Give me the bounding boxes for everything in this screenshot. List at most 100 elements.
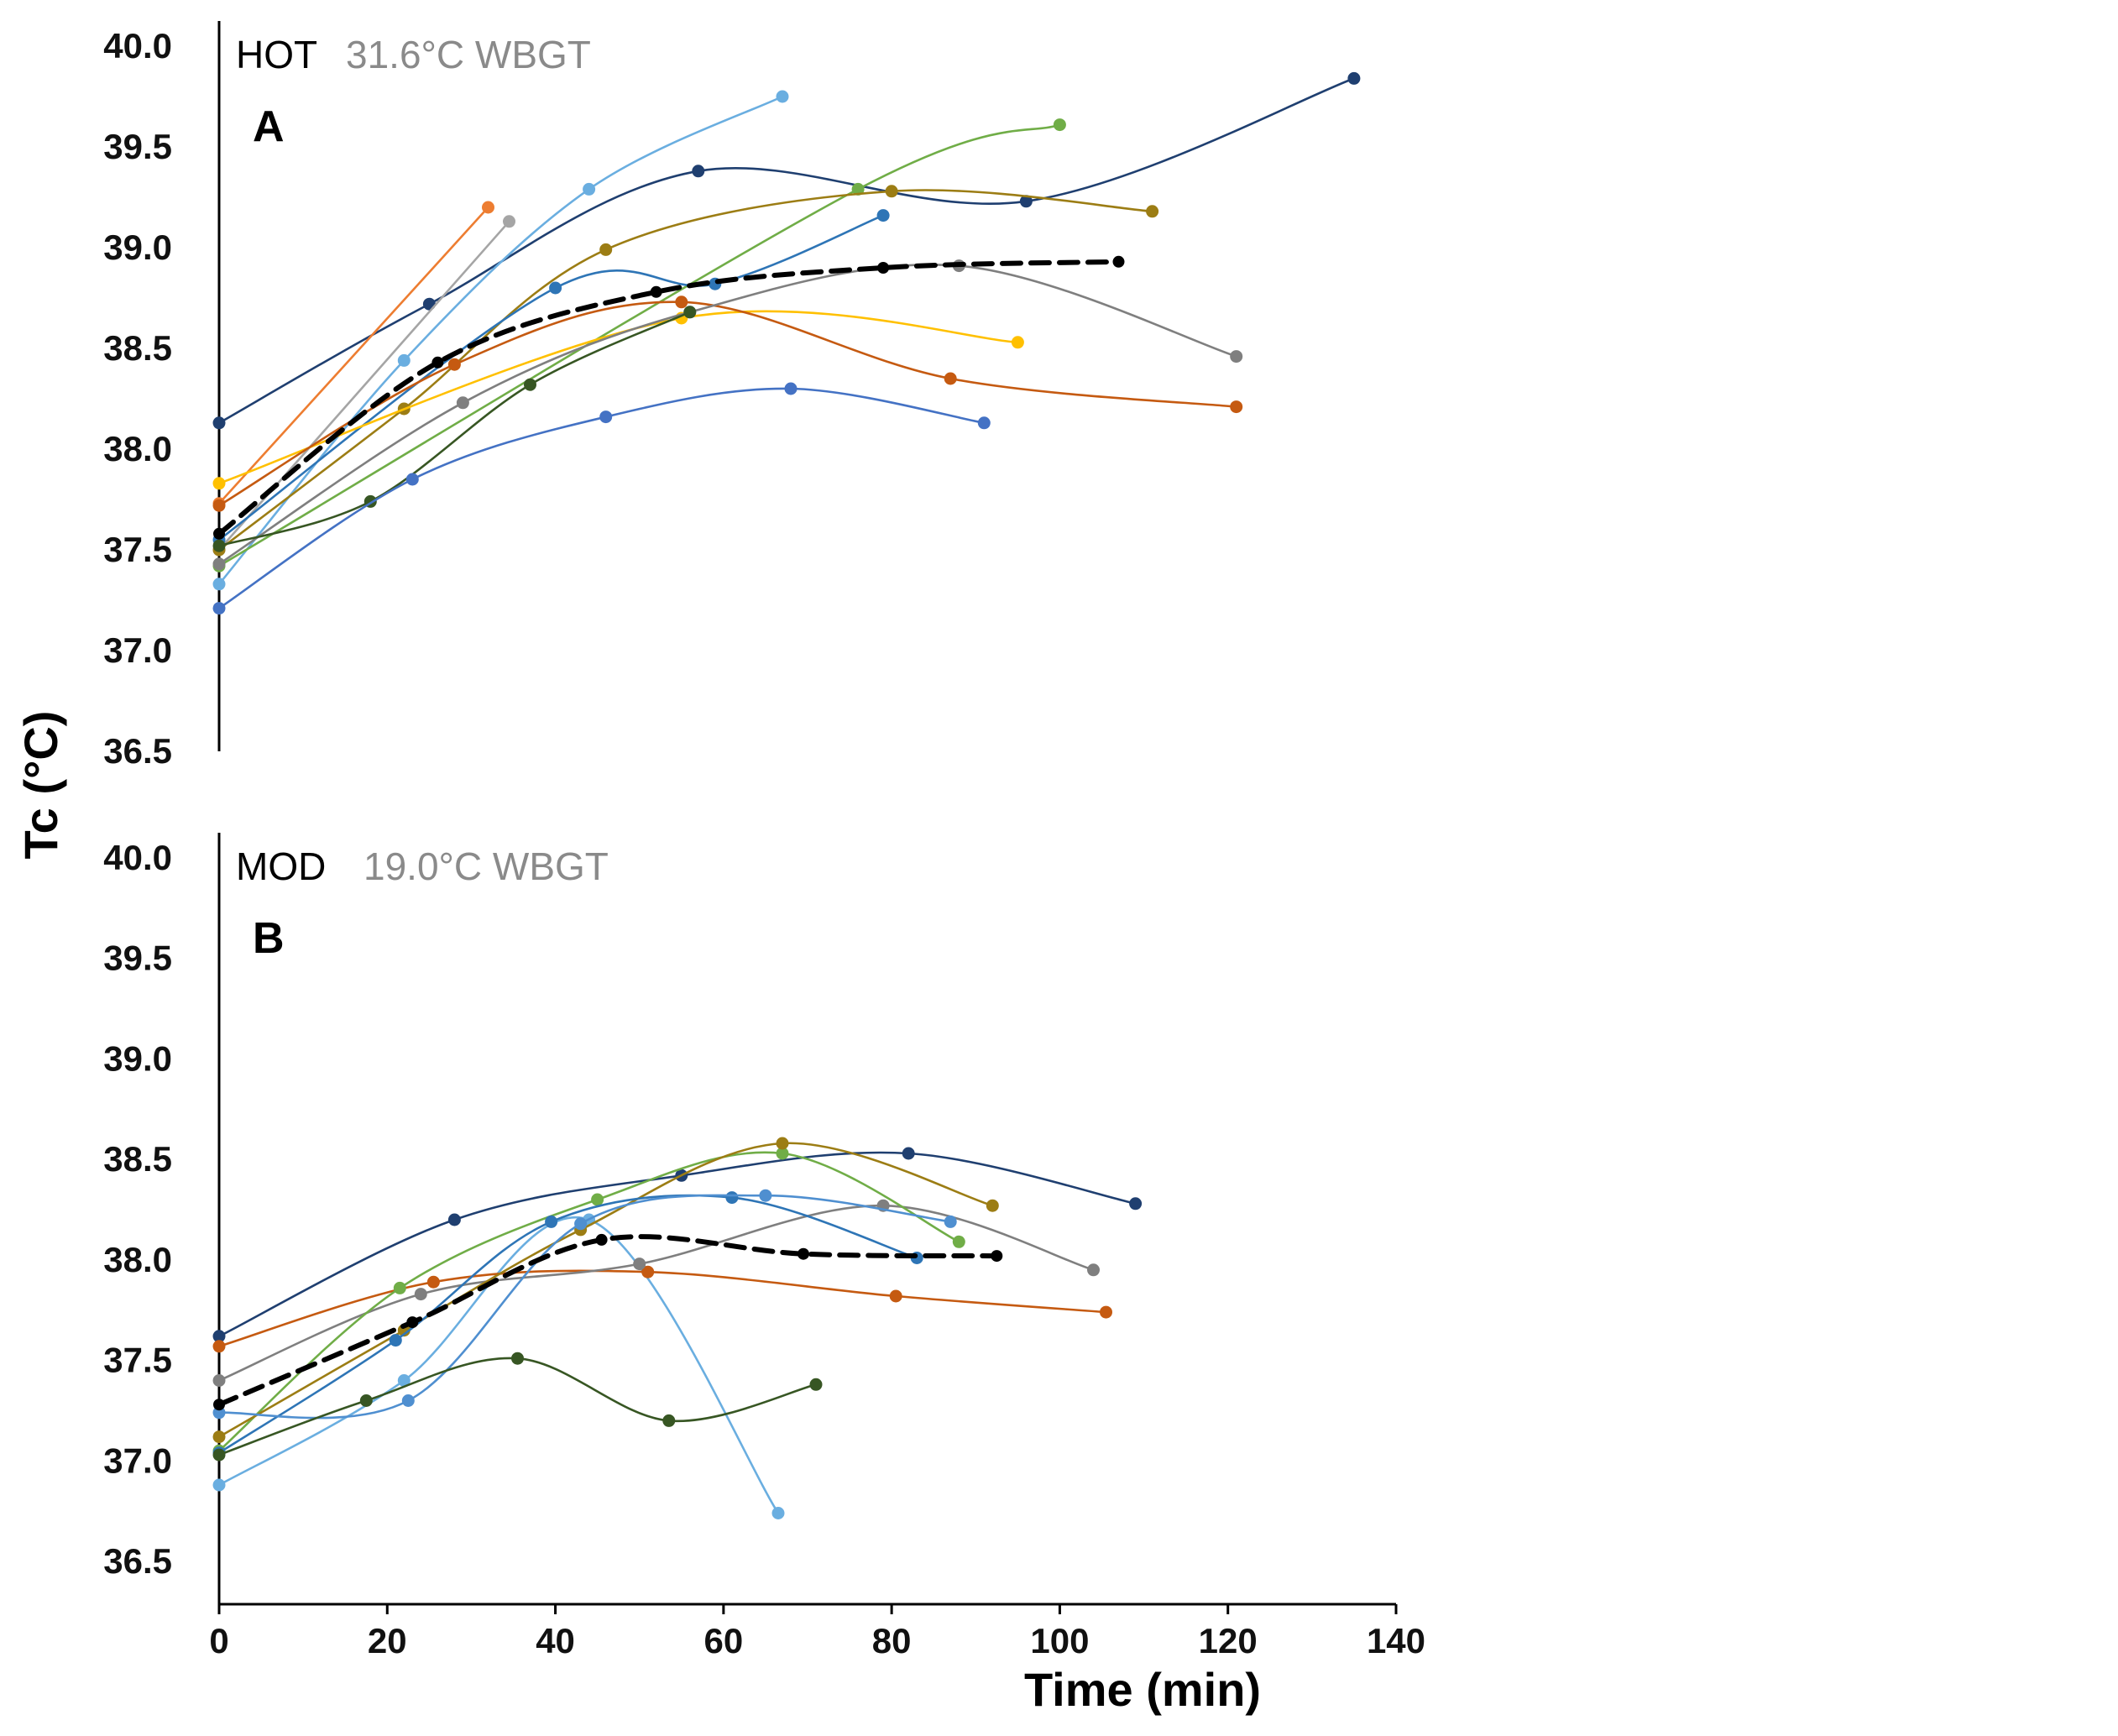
data-point	[776, 90, 789, 103]
data-point	[1019, 195, 1033, 208]
panel-label: A	[253, 102, 285, 151]
data-point	[641, 1265, 655, 1278]
data-point	[431, 356, 444, 369]
data-point	[212, 1430, 226, 1444]
condition-label: HOT	[236, 33, 317, 76]
data-point	[776, 1147, 789, 1160]
data-point	[1129, 1197, 1143, 1210]
series-participant-2	[212, 1213, 785, 1519]
series-line	[217, 1269, 1107, 1348]
y-tick-label: 37.5	[103, 1341, 172, 1380]
panel-label: B	[253, 914, 285, 963]
data-point	[212, 578, 226, 591]
data-point	[851, 182, 865, 196]
series-line	[217, 123, 1061, 567]
data-point	[662, 1414, 676, 1427]
y-tick-label: 37.5	[103, 530, 172, 569]
data-point	[876, 209, 890, 222]
data-point	[599, 243, 613, 256]
data-point	[212, 477, 226, 490]
data-point	[771, 1507, 785, 1519]
data-point	[599, 410, 613, 424]
x-tick-label: 40	[536, 1621, 575, 1660]
data-point	[683, 306, 697, 319]
panel-a: 36.5 37.0 37.5 38.0 38.5 39.0 39.5 40.0 HOT 31.6°…	[103, 21, 1361, 771]
series-line	[217, 1357, 818, 1456]
data-point	[212, 539, 226, 552]
x-tick-label: 100	[1030, 1621, 1089, 1660]
data-point	[595, 1233, 608, 1246]
series-mean	[213, 255, 1125, 540]
data-point	[212, 1340, 226, 1353]
condition-label: MOD	[236, 844, 326, 888]
x-tick-label: 140	[1367, 1621, 1425, 1660]
y-tick-label: 39.5	[103, 127, 172, 166]
series-participant-10	[212, 259, 1243, 571]
series-participant-1	[212, 71, 1361, 430]
data-point	[414, 1288, 427, 1301]
data-point	[675, 295, 688, 309]
data-point	[991, 1250, 1003, 1263]
data-point	[977, 416, 991, 430]
data-point	[574, 1217, 588, 1231]
data-point	[952, 1235, 965, 1248]
series-participant-12	[212, 382, 991, 615]
series-participant-8	[212, 1189, 957, 1420]
data-point	[212, 557, 226, 571]
series-line	[217, 1142, 994, 1438]
series-line	[217, 77, 1356, 425]
data-point	[986, 1199, 999, 1212]
series-line	[217, 1204, 1095, 1382]
data-point	[633, 1258, 646, 1271]
series-line	[217, 311, 692, 547]
data-point	[759, 1189, 772, 1202]
data-point	[212, 1478, 226, 1492]
series-participant-9	[212, 1352, 823, 1461]
data-point	[798, 1247, 809, 1260]
data-point	[212, 1448, 226, 1461]
series-participant-11	[212, 306, 697, 552]
data-point	[482, 201, 494, 214]
y-tick-label: 39.0	[103, 227, 172, 267]
data-point	[212, 1374, 226, 1387]
data-point	[944, 372, 957, 385]
data-point	[212, 602, 226, 615]
data-point	[1112, 255, 1125, 268]
data-point	[212, 1330, 226, 1343]
data-point	[389, 1334, 402, 1347]
data-point	[1087, 1263, 1100, 1277]
series-participant-3	[212, 1265, 1112, 1353]
data-point	[524, 378, 536, 391]
series-line	[217, 263, 1237, 566]
x-axis-title: Time (min)	[1024, 1663, 1261, 1716]
data-point	[397, 353, 411, 367]
data-point	[776, 1137, 789, 1150]
data-point	[359, 1394, 373, 1407]
data-point	[1146, 205, 1159, 218]
x-tick-label: 0	[209, 1621, 228, 1660]
data-point	[1230, 400, 1243, 414]
y-tick-label: 37.0	[103, 1441, 172, 1480]
data-point	[511, 1352, 524, 1365]
series-mean	[213, 1233, 1003, 1411]
series-line	[217, 206, 489, 505]
data-point	[725, 1191, 739, 1205]
series-line	[217, 189, 1153, 552]
data-point	[1230, 350, 1243, 363]
data-point	[1011, 336, 1024, 349]
data-point	[405, 473, 419, 486]
data-point	[503, 215, 515, 228]
data-point	[456, 396, 469, 410]
x-tick-label: 60	[703, 1621, 743, 1660]
mean-line	[217, 259, 1122, 536]
data-point	[889, 1289, 902, 1303]
y-tick-label: 38.5	[103, 1139, 172, 1179]
panel-b: 36.5 37.0 37.5 38.0 38.5 39.0 39.5 40.0 MOD 19.0°…	[103, 833, 1143, 1604]
data-point	[213, 1399, 225, 1411]
data-point	[784, 382, 798, 395]
data-point	[877, 262, 890, 274]
series-participant-2	[212, 90, 789, 591]
data-point	[885, 185, 898, 198]
data-point	[406, 1316, 419, 1329]
